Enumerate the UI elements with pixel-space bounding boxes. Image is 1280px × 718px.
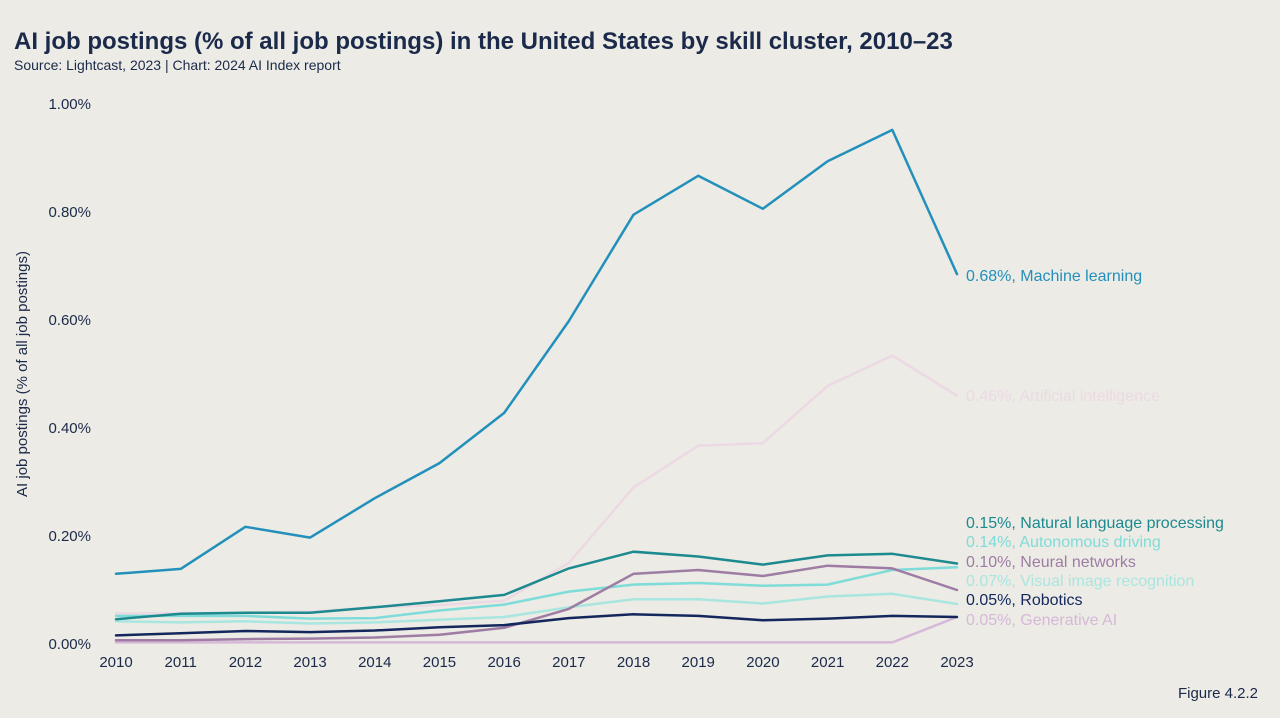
x-tick-label: 2023	[940, 654, 973, 671]
series-line-natural-language-processing	[114, 550, 959, 621]
chart-title: AI job postings (% of all job postings) …	[14, 28, 953, 55]
x-tick-label: 2013	[293, 654, 326, 671]
y-tick-label: 0.00%	[48, 636, 91, 653]
series-line-neural-networks	[114, 564, 959, 642]
y-tick-label: 0.60%	[48, 312, 91, 329]
series-line-robotics	[114, 613, 959, 637]
end-label-generative-ai: 0.05%, Generative AI	[966, 612, 1117, 629]
x-tick-label: 2012	[229, 654, 262, 671]
x-tick-label: 2019	[682, 654, 715, 671]
x-tick-label: 2014	[358, 654, 391, 671]
y-axis-title: AI job postings (% of all job postings)	[14, 251, 31, 497]
end-label-natural-language-processing: 0.15%, Natural language processing	[966, 515, 1224, 532]
y-tick-label: 0.40%	[48, 420, 91, 437]
end-label-visual-image-recognition: 0.07%, Visual image recognition	[966, 573, 1194, 590]
x-tick-label: 2020	[746, 654, 779, 671]
y-tick-label: 1.00%	[48, 96, 91, 113]
x-tick-label: 2018	[617, 654, 650, 671]
end-label-autonomous-driving: 0.14%, Autonomous driving	[966, 534, 1161, 551]
x-tick-label: 2022	[876, 654, 909, 671]
series-line-visual-image-recognition	[114, 592, 959, 625]
end-label-robotics: 0.05%, Robotics	[966, 592, 1083, 609]
series-line-autonomous-driving	[114, 566, 959, 620]
end-label-artificial-intelligence: 0.46%, Artificial intelligence	[966, 388, 1160, 405]
x-tick-label: 2021	[811, 654, 844, 671]
x-tick-label: 2016	[487, 654, 520, 671]
figure-label: Figure 4.2.2	[1177, 685, 1258, 702]
y-tick-label: 0.20%	[48, 528, 91, 545]
end-label-machine-learning: 0.68%, Machine learning	[966, 268, 1142, 285]
x-tick-label: 2011	[165, 654, 197, 671]
series-line-generative-ai	[114, 615, 959, 644]
series-line-artificial-intelligence	[114, 354, 959, 615]
series-line-machine-learning	[114, 128, 959, 576]
chart-source: Source: Lightcast, 2023 | Chart: 2024 AI…	[14, 57, 341, 73]
x-tick-label: 2015	[423, 654, 456, 671]
x-tick-label: 2010	[99, 654, 132, 671]
x-tick-label: 2017	[552, 654, 585, 671]
end-label-neural-networks: 0.10%, Neural networks	[966, 554, 1136, 571]
y-tick-label: 0.80%	[48, 204, 91, 221]
